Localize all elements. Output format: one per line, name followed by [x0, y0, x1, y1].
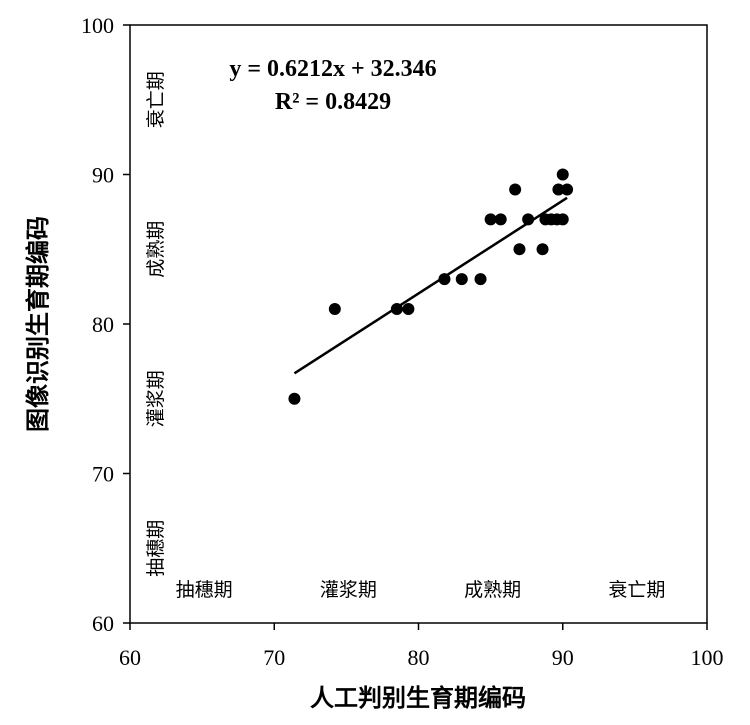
x-tick-label: 70 — [263, 645, 285, 670]
data-point — [402, 303, 415, 316]
data-point — [552, 183, 565, 196]
data-points — [288, 168, 574, 405]
data-point — [522, 213, 535, 226]
data-point — [513, 243, 526, 256]
data-point — [509, 183, 522, 196]
x-stage-label: 成熟期 — [464, 579, 521, 601]
data-point — [556, 213, 569, 226]
x-tick-label: 80 — [408, 645, 430, 670]
y-tick-label: 60 — [92, 611, 114, 636]
y-stage-label: 灌浆期 — [145, 370, 167, 427]
x-stage-label: 抽穗期 — [176, 579, 233, 601]
data-point — [556, 168, 569, 181]
trendline-group — [293, 196, 568, 375]
data-point — [455, 273, 468, 286]
y-stage-label: 抽穗期 — [145, 520, 167, 577]
x-tick-label: 90 — [552, 645, 574, 670]
x-stage-label: 灌浆期 — [320, 579, 377, 601]
data-point — [561, 183, 574, 196]
x-axis-title: 人工判别生育期编码 — [310, 684, 526, 712]
plot-area-frame — [129, 24, 708, 624]
x-tick-label: 100 — [691, 645, 724, 670]
x-tick-label: 60 — [119, 645, 141, 670]
data-point — [390, 303, 403, 316]
r-squared-label: R² = 0.8429 — [275, 89, 391, 115]
y-tick-label: 90 — [92, 163, 114, 188]
y-tick-label: 80 — [92, 312, 114, 337]
data-point — [474, 273, 487, 286]
data-point — [438, 273, 451, 286]
trendline — [293, 196, 568, 375]
data-point — [494, 213, 507, 226]
axes: 60 70 80 90 100 60 70 80 90 100 — [81, 13, 724, 670]
data-point — [328, 303, 341, 316]
x-stage-label: 衰亡期 — [608, 579, 665, 601]
y-stage-label: 衰亡期 — [145, 71, 167, 128]
y-axis-title: 图像识别生育期编码 — [24, 216, 52, 432]
data-point — [536, 243, 549, 256]
y-tick-label: 70 — [92, 462, 114, 487]
y-tick-label: 100 — [81, 13, 114, 38]
data-point — [484, 213, 497, 226]
y-stage-label: 成熟期 — [145, 221, 167, 278]
data-point — [288, 392, 301, 405]
regression-equation: y = 0.6212x + 32.346 — [229, 56, 436, 82]
